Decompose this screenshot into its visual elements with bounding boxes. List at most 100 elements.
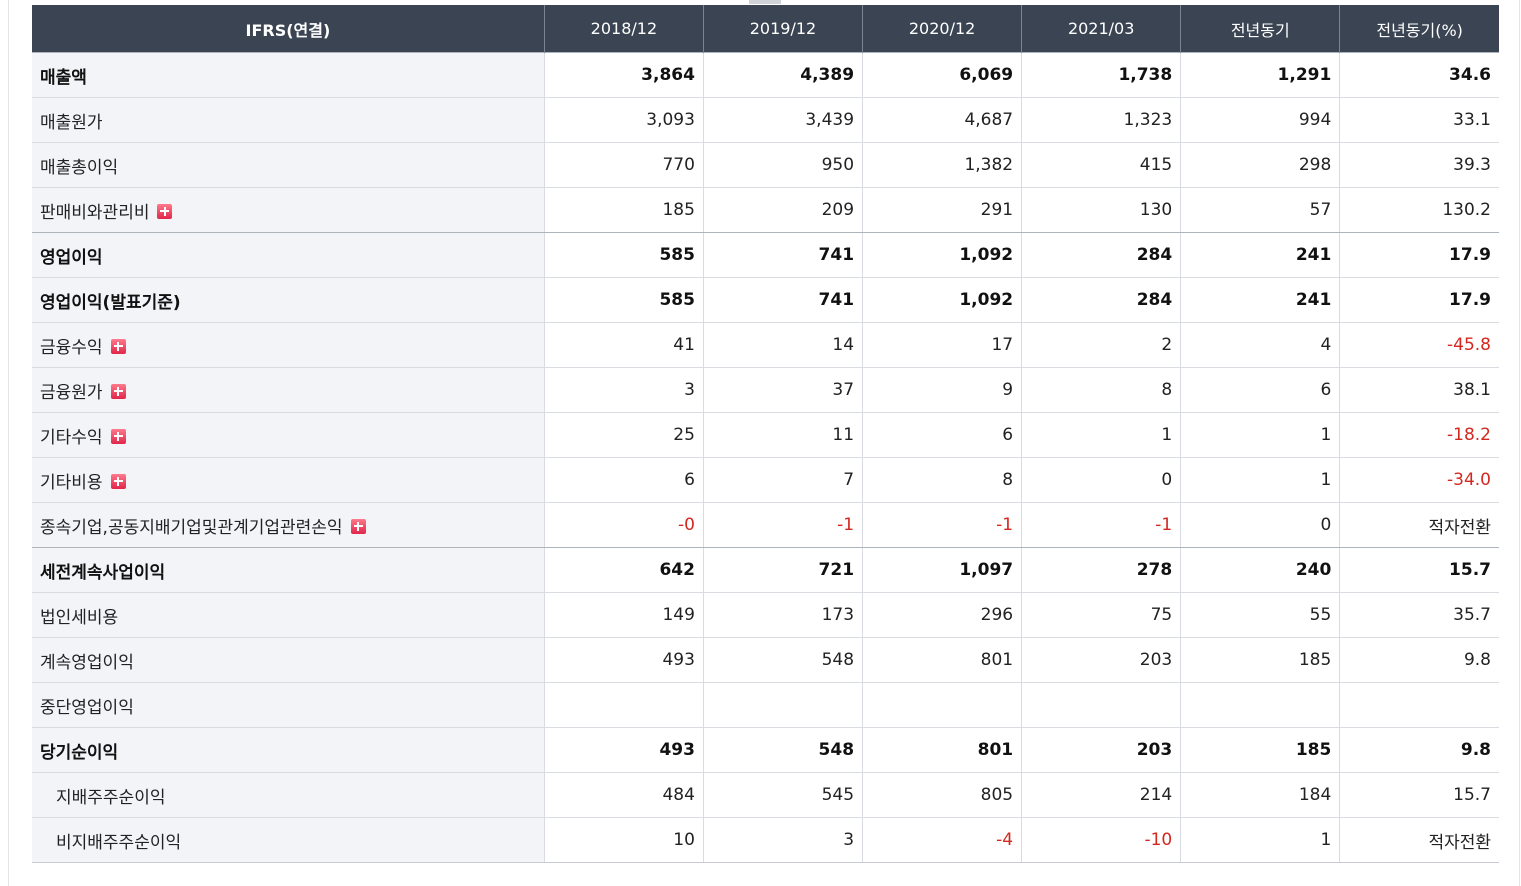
value-cell: 3,439 — [702, 97, 863, 143]
value-cell: 9.8 — [1339, 727, 1499, 773]
value-cell: 185 — [1180, 637, 1340, 683]
value-cell: 34.6 — [1339, 52, 1499, 98]
value-cell: 37 — [702, 367, 863, 413]
table-row: 종속기업,공동지배기업및관계기업관련손익 -0 -1 -1 -1 0 적자전환 — [32, 502, 1499, 548]
value-cell: 14 — [702, 322, 863, 368]
table-row: 기타수익 25 11 6 1 1 -18.2 — [32, 412, 1499, 458]
row-label-cell: 중단영업이익 — [32, 682, 545, 728]
row-label-cell: 판매비와관리비 — [32, 187, 545, 233]
value-cell: 721 — [702, 547, 863, 593]
value-cell — [1180, 682, 1340, 728]
tab-indicator — [749, 0, 781, 4]
value-cell: 3 — [543, 367, 704, 413]
value-cell: 493 — [543, 637, 704, 683]
row-label: 비지배주주순이익 — [56, 832, 182, 853]
value-cell: 278 — [1021, 547, 1181, 593]
row-label: 영업이익 — [40, 247, 103, 268]
value-cell — [543, 682, 704, 728]
row-label-cell: 금융원가 — [32, 367, 545, 413]
value-cell: -10 — [1021, 817, 1181, 863]
value-cell: 4,687 — [862, 97, 1022, 143]
value-cell: 1 — [1021, 412, 1181, 458]
value-cell: 15.7 — [1339, 772, 1499, 818]
value-cell: 17.9 — [1339, 277, 1499, 323]
value-cell: 241 — [1180, 277, 1340, 323]
value-cell: 15.7 — [1339, 547, 1499, 593]
row-label-cell: 매출총이익 — [32, 142, 545, 188]
row-label-cell: 영업이익 — [32, 232, 545, 278]
value-cell: 741 — [702, 277, 863, 323]
value-cell: 1,092 — [862, 277, 1022, 323]
expand-plus-icon[interactable] — [110, 428, 126, 444]
value-cell: 55 — [1180, 592, 1340, 638]
value-cell: 8 — [1021, 367, 1181, 413]
income-statement-table: IFRS(연결) 2018/12 2019/12 2020/12 2021/03… — [32, 5, 1499, 863]
value-cell: 41 — [543, 322, 704, 368]
value-cell: 1,382 — [862, 142, 1022, 188]
value-cell: 6 — [1180, 367, 1340, 413]
expand-plus-icon[interactable] — [110, 383, 126, 399]
value-cell: 994 — [1180, 97, 1340, 143]
value-cell: 770 — [543, 142, 704, 188]
table-row: 매출원가 3,093 3,439 4,687 1,323 994 33.1 — [32, 97, 1499, 143]
expand-plus-icon[interactable] — [350, 518, 366, 534]
value-cell: 548 — [702, 637, 863, 683]
value-cell: 57 — [1180, 187, 1340, 233]
row-label-cell: 매출액 — [32, 52, 545, 98]
value-cell: 1,323 — [1021, 97, 1181, 143]
table-row: 당기순이익 493 548 801 203 185 9.8 — [32, 727, 1499, 773]
row-label-cell: 법인세비용 — [32, 592, 545, 638]
value-cell: 548 — [702, 727, 863, 773]
value-cell: -1 — [862, 502, 1022, 548]
value-cell: 0 — [1180, 502, 1340, 548]
page-frame — [8, 0, 1520, 886]
value-cell: 184 — [1180, 772, 1340, 818]
value-cell: 1 — [1180, 457, 1340, 503]
expand-plus-icon[interactable] — [110, 338, 126, 354]
row-label: 기타수익 — [40, 427, 103, 448]
value-cell: 296 — [862, 592, 1022, 638]
table-row: 비지배주주순이익 10 3 -4 -10 1 적자전환 — [32, 817, 1499, 863]
value-cell: 298 — [1180, 142, 1340, 188]
table-row: 금융수익 41 14 17 2 4 -45.8 — [32, 322, 1499, 368]
table-row: 매출액 3,864 4,389 6,069 1,738 1,291 34.6 — [32, 52, 1499, 98]
value-cell: 10 — [543, 817, 704, 863]
value-cell: 33.1 — [1339, 97, 1499, 143]
table-header-row: IFRS(연결) 2018/12 2019/12 2020/12 2021/03… — [32, 5, 1499, 53]
row-label-cell: 기타수익 — [32, 412, 545, 458]
row-label-cell: 금융수익 — [32, 322, 545, 368]
expand-plus-icon[interactable] — [157, 203, 173, 219]
value-cell: -18.2 — [1339, 412, 1499, 458]
header-yoy-percent: 전년동기(%) — [1339, 5, 1499, 53]
value-cell: 17 — [862, 322, 1022, 368]
row-label: 금융원가 — [40, 382, 103, 403]
value-cell: -34.0 — [1339, 457, 1499, 503]
value-cell: 17.9 — [1339, 232, 1499, 278]
table-row: 판매비와관리비 185 209 291 130 57 130.2 — [32, 187, 1499, 233]
value-cell: 3 — [702, 817, 863, 863]
row-label-cell: 지배주주순이익 — [32, 772, 545, 818]
header-yoy: 전년동기 — [1180, 5, 1340, 53]
row-label: 종속기업,공동지배기업및관계기업관련손익 — [40, 517, 343, 538]
value-cell: 75 — [1021, 592, 1181, 638]
row-label: 법인세비용 — [40, 607, 119, 628]
row-label: 매출총이익 — [40, 157, 119, 178]
header-period: 2020/12 — [862, 5, 1022, 53]
row-label: 세전계속사업이익 — [40, 562, 166, 583]
table-row: 계속영업이익 493 548 801 203 185 9.8 — [32, 637, 1499, 683]
row-label-cell: 비지배주주순이익 — [32, 817, 545, 863]
value-cell: 1,738 — [1021, 52, 1181, 98]
value-cell: 801 — [862, 637, 1022, 683]
expand-plus-icon[interactable] — [110, 473, 126, 489]
value-cell: 950 — [702, 142, 863, 188]
value-cell: 585 — [543, 232, 704, 278]
value-cell: 1 — [1180, 817, 1340, 863]
value-cell: 11 — [702, 412, 863, 458]
value-cell: 25 — [543, 412, 704, 458]
value-cell: 적자전환 — [1339, 502, 1499, 548]
value-cell: 1,097 — [862, 547, 1022, 593]
value-cell: 291 — [862, 187, 1022, 233]
row-label: 판매비와관리비 — [40, 202, 150, 223]
row-label-cell: 영업이익(발표기준) — [32, 277, 545, 323]
value-cell: 3,093 — [543, 97, 704, 143]
